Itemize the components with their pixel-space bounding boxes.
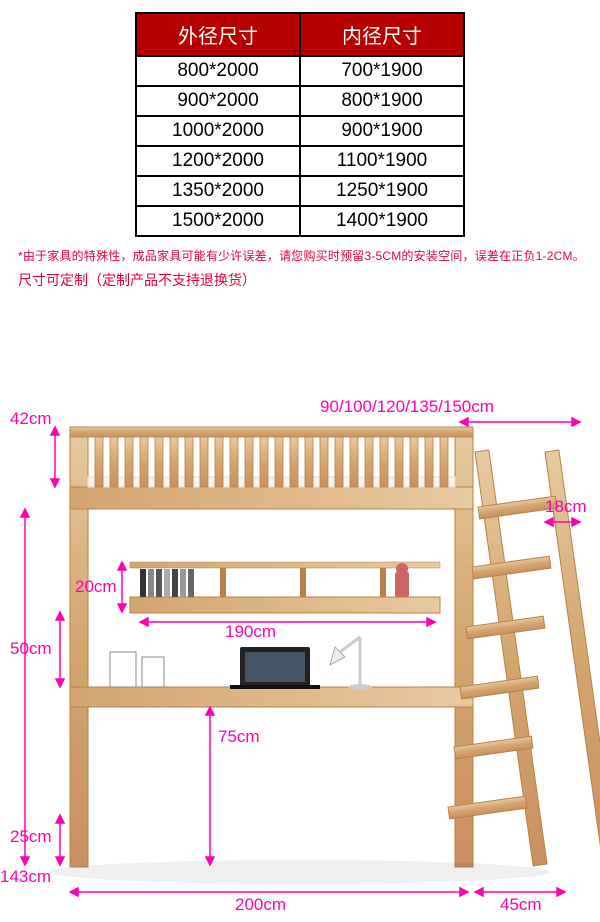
table-row: 800*2000700*1900 <box>136 56 464 86</box>
table-row: 900*2000800*1900 <box>136 86 464 116</box>
dim-shelf-to-desk: 50cm <box>10 639 52 659</box>
size-table: 外径尺寸 内径尺寸 800*2000700*1900 900*2000800*1… <box>135 12 465 237</box>
bed-illustration <box>0 397 600 917</box>
dim-shelf-length: 190cm <box>225 622 276 642</box>
dim-rail-height: 42cm <box>10 409 52 429</box>
table-header-outer: 外径尺寸 <box>136 13 300 56</box>
table-row: 1500*20001400*1900 <box>136 206 464 236</box>
table-header-inner: 内径尺寸 <box>300 13 464 56</box>
dim-total-height: 143cm <box>0 867 51 887</box>
table-row: 1000*2000900*1900 <box>136 116 464 146</box>
customizable-note: 尺寸可定制（定制产品不支持退换货） <box>18 270 600 290</box>
disclaimer-note: *由于家具的特殊性，成品家具可能有少许误差，请您购买时预留3-5CM的安装空间，… <box>18 247 600 264</box>
dim-ladder-width: 45cm <box>500 895 542 915</box>
dim-shelf-height: 20cm <box>75 577 117 597</box>
dim-ladder-step: 18cm <box>545 497 587 517</box>
bed-diagram: 42cm 90/100/120/135/150cm 18cm 20cm 190c… <box>0 397 600 917</box>
dim-desk-height: 75cm <box>218 727 260 747</box>
dim-width-options: 90/100/120/135/150cm <box>320 397 494 417</box>
table-row: 1350*20001250*1900 <box>136 176 464 206</box>
table-row: 1200*20001100*1900 <box>136 146 464 176</box>
dim-leg-clearance: 25cm <box>10 827 52 847</box>
dim-total-length: 200cm <box>235 895 286 915</box>
